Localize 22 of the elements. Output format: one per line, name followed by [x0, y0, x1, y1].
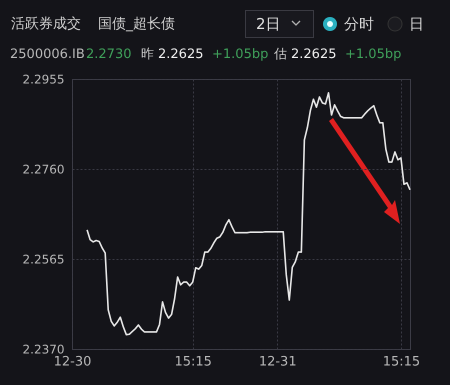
y-tick-label: 2.2565 [22, 252, 64, 266]
text: 2.2730 [86, 46, 132, 64]
x-tick-label: 15:15 [382, 354, 420, 370]
x-tick-label: 12-30 [54, 354, 92, 370]
text: 估 [274, 46, 287, 64]
text: +1.05bp [345, 46, 402, 64]
text: 昨 [141, 46, 154, 64]
text: 2500006.IB [10, 46, 85, 64]
text: 分时 [344, 15, 374, 33]
text: 2.2625 [158, 46, 204, 64]
y-tick-label: 2.2760 [22, 162, 64, 176]
text: +1.05bp [212, 46, 268, 64]
x-tick-label: 15:15 [174, 354, 212, 370]
y-tick-label: 2.2955 [22, 72, 64, 86]
chart-title: 活跃券成交 [11, 15, 81, 33]
y-tick-label: 2.2370 [22, 342, 64, 356]
text: 日 [409, 15, 424, 33]
text: 2日 [256, 15, 281, 33]
chart-subtitle: 国债_超长债 [98, 15, 175, 33]
x-tick-label: 12-31 [258, 354, 297, 370]
line-series [86, 92, 411, 336]
text: 2.2625 [291, 46, 336, 64]
